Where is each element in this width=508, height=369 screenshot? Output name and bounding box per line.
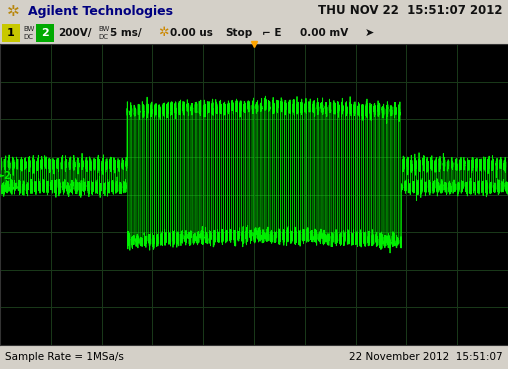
Text: BW: BW	[98, 26, 109, 32]
Text: 1: 1	[7, 28, 15, 38]
Text: BW: BW	[23, 26, 35, 32]
Text: ➤: ➤	[365, 28, 374, 38]
Text: 2: 2	[3, 171, 10, 181]
Text: 22 November 2012  15:51:07: 22 November 2012 15:51:07	[350, 352, 503, 362]
Bar	[36, 24, 54, 42]
Text: ✲: ✲	[158, 27, 169, 39]
Bar	[2, 24, 20, 42]
Text: 0.00 mV: 0.00 mV	[300, 28, 348, 38]
Text: ✲: ✲	[7, 3, 20, 18]
Text: DC: DC	[23, 34, 33, 40]
Text: DC: DC	[98, 34, 108, 40]
Text: Stop: Stop	[225, 28, 252, 38]
Text: 5 ms/: 5 ms/	[110, 28, 142, 38]
Text: Sample Rate = 1MSa/s: Sample Rate = 1MSa/s	[5, 352, 124, 362]
Text: 0.00 us: 0.00 us	[170, 28, 213, 38]
Text: 200V/: 200V/	[58, 28, 91, 38]
Text: Agilent Technologies: Agilent Technologies	[28, 4, 173, 17]
Text: 2: 2	[41, 28, 49, 38]
Text: THU NOV 22  15:51:07 2012: THU NOV 22 15:51:07 2012	[319, 4, 503, 17]
Text: ⌐ E: ⌐ E	[262, 28, 281, 38]
